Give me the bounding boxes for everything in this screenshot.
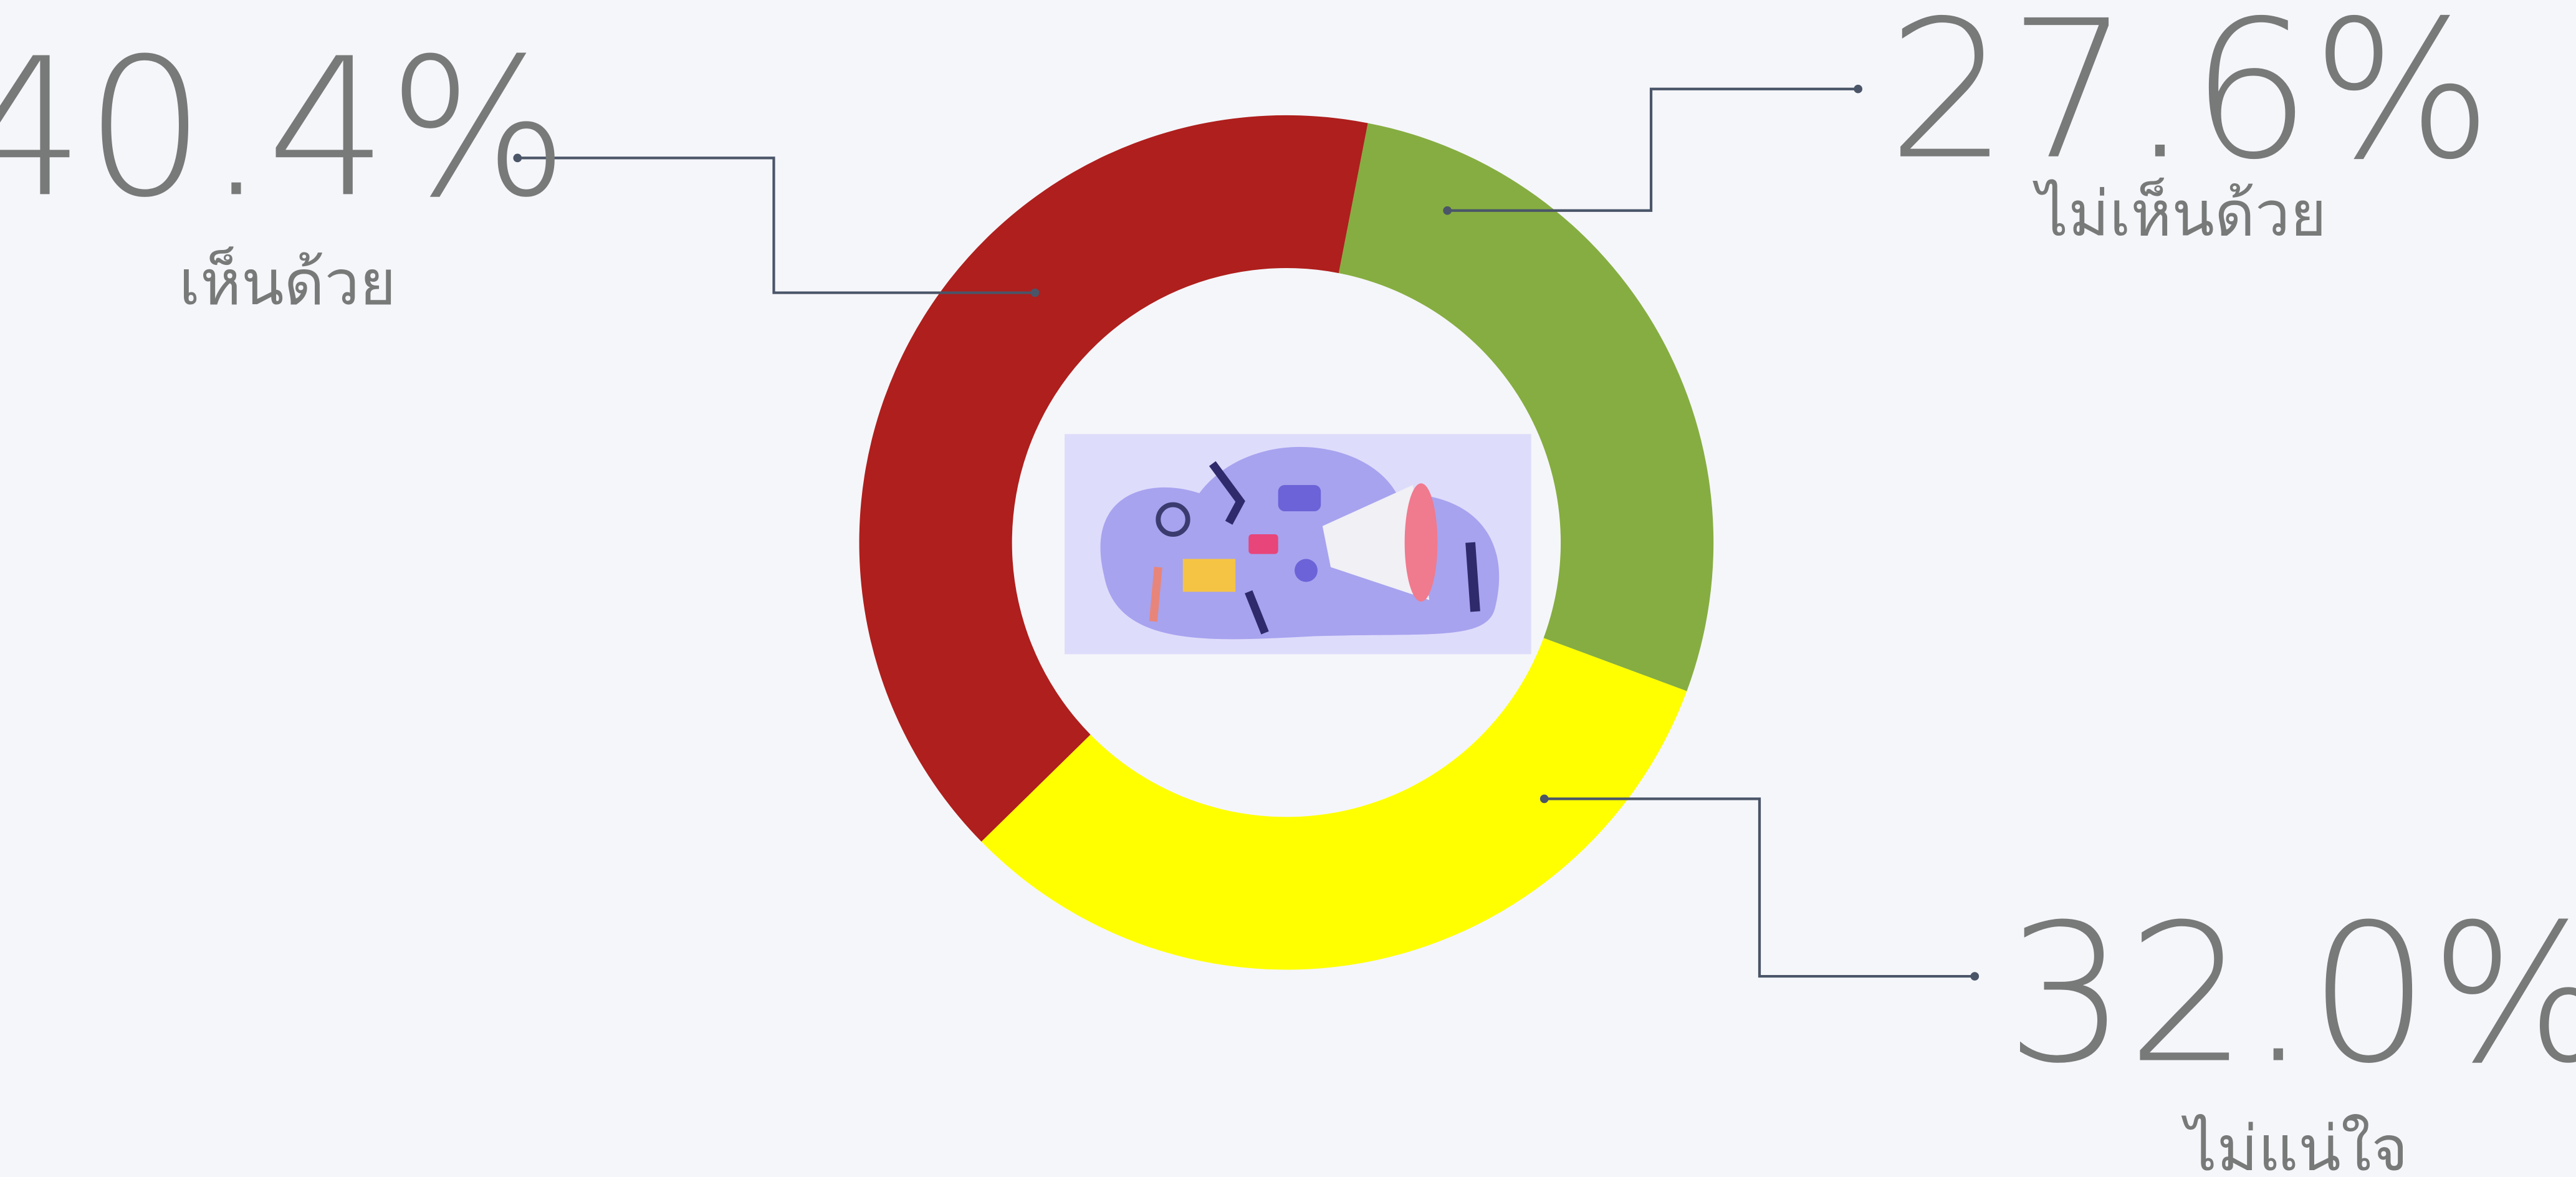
leader-dot (1030, 288, 1040, 297)
donut (859, 115, 1714, 970)
gear-icon (1295, 559, 1318, 582)
person (1209, 461, 1245, 525)
mail-icon (1182, 559, 1236, 592)
chat-icon (1278, 484, 1321, 512)
person (1245, 590, 1269, 635)
megaphone-mouth (1404, 483, 1438, 602)
donut-slice (859, 115, 1368, 842)
value-label: 40.4% (0, 17, 569, 239)
center-illustration (1065, 434, 1531, 655)
leader-dot (1539, 794, 1549, 804)
leader-dot (1443, 206, 1452, 215)
value-label: 32.0% (2006, 883, 2576, 1105)
value-label: 27.6% (1887, 0, 2492, 202)
category-label: ไม่เห็นด้วย (2033, 176, 2327, 250)
donut-slice (981, 638, 1687, 970)
leader-dot (513, 153, 522, 163)
category-label: ไม่แน่ใจ (2181, 1112, 2408, 1177)
person (1149, 567, 1162, 622)
person (1465, 542, 1480, 612)
leader-line (517, 156, 1035, 294)
leader-lines (513, 84, 1980, 981)
search-icon (1156, 502, 1190, 537)
category-label: เห็นด้วย (179, 246, 396, 319)
video-icon (1248, 534, 1278, 554)
leader-line (1544, 797, 1975, 978)
megaphone (1322, 484, 1430, 600)
leader-dot (1854, 84, 1862, 94)
donut-slice (1338, 123, 1714, 691)
leader-line (1447, 87, 1859, 212)
leader-dot (1970, 972, 1980, 981)
